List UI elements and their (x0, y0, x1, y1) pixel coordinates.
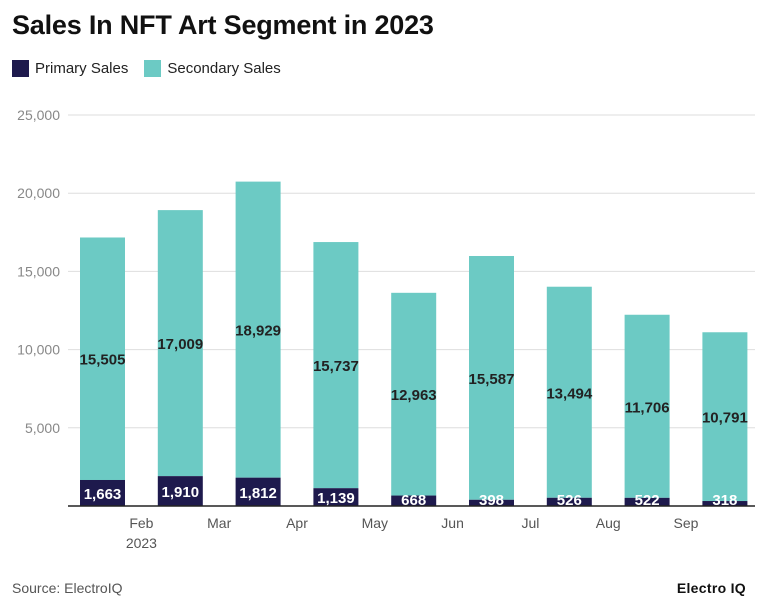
x-tick-sublabel: 2023 (126, 535, 157, 551)
x-tick-label: Aug (596, 515, 621, 531)
bar-primary-sales (546, 497, 592, 506)
y-tick-label: 5,000 (25, 420, 60, 436)
x-tick-label: Sep (674, 515, 699, 531)
data-label-secondary: 13,494 (546, 385, 593, 402)
legend-swatch-secondary (144, 60, 162, 77)
data-label-secondary: 12,963 (391, 387, 437, 404)
bar-secondary-sales (469, 255, 514, 500)
bar-secondary-sales (624, 314, 670, 498)
bar-primary-sales (157, 476, 203, 506)
y-tick-label: 15,000 (17, 263, 60, 279)
bar-secondary-sales (235, 181, 281, 478)
bar-primary-sales (313, 488, 359, 506)
data-label-primary: 1,812 (239, 485, 277, 502)
chart-title: Sales In NFT Art Segment in 2023 (12, 10, 434, 40)
source-note: Source: ElectroIQ (12, 580, 123, 596)
legend-item-primary: Primary Sales (12, 60, 128, 77)
legend: Primary Sales Secondary Sales (12, 60, 281, 77)
bar-primary-sales (235, 477, 281, 506)
bar-secondary-sales (702, 332, 748, 502)
bar-primary-sales (469, 499, 514, 506)
data-label-secondary: 15,587 (469, 371, 515, 388)
data-label-primary: 668 (401, 492, 426, 509)
y-tick-label: 20,000 (17, 185, 60, 201)
data-label-secondary: 11,706 (625, 399, 670, 416)
bar-secondary-sales (157, 210, 203, 477)
bar-secondary-sales (391, 292, 437, 496)
bar-primary-sales (391, 495, 437, 506)
bar-primary-sales (624, 497, 670, 506)
y-tick-label: 25,000 (17, 107, 60, 123)
data-label-primary: 398 (479, 492, 504, 509)
data-label-secondary: 15,505 (80, 352, 126, 369)
data-label-primary: 522 (635, 492, 660, 509)
bar-secondary-sales (546, 286, 592, 498)
bar-secondary-sales (313, 242, 359, 489)
x-tick-label: Mar (207, 515, 231, 531)
data-label-secondary: 15,737 (313, 358, 359, 375)
data-label-secondary: 17,009 (157, 336, 203, 353)
bar-primary-sales (80, 479, 125, 506)
brand-logo: Electro IQ (676, 580, 746, 596)
x-tick-label: Apr (286, 515, 308, 531)
x-tick-label: May (362, 515, 388, 531)
data-label-primary: 1,910 (162, 484, 200, 501)
legend-label-primary: Primary Sales (35, 60, 129, 77)
data-label-primary: 1,139 (317, 490, 355, 507)
x-tick-label: Feb (129, 515, 153, 531)
y-tick-label: 10,000 (17, 342, 60, 358)
x-tick-label: Jun (441, 515, 464, 531)
data-label-secondary: 18,929 (235, 323, 281, 340)
legend-item-secondary: Secondary Sales (144, 60, 281, 77)
data-label-primary: 318 (712, 492, 737, 509)
data-label-primary: 526 (557, 492, 582, 509)
legend-label-secondary: Secondary Sales (167, 60, 281, 77)
data-label-secondary: 10,791 (702, 410, 748, 427)
bar-secondary-sales (80, 237, 125, 480)
data-label-primary: 1,663 (84, 486, 122, 503)
legend-swatch-primary (12, 60, 29, 77)
x-tick-label: Jul (521, 515, 539, 531)
bar-primary-sales (702, 501, 748, 506)
